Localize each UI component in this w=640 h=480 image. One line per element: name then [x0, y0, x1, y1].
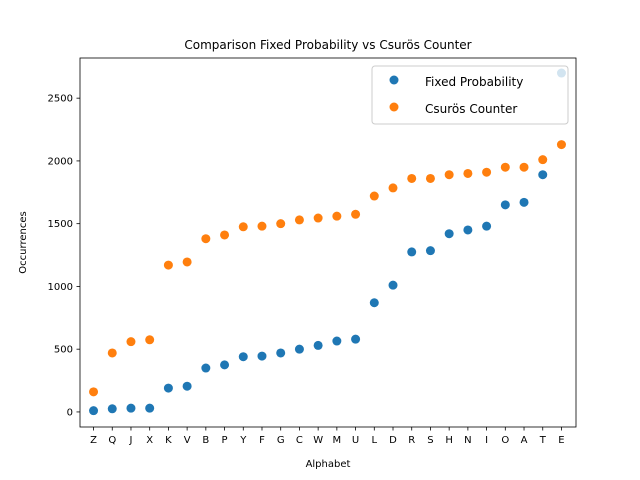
point-fixed-probability-G — [276, 348, 286, 358]
point-fixed-probability-X — [145, 403, 155, 413]
legend-box — [371, 65, 569, 125]
point-fixed-probability-T — [538, 170, 548, 180]
point-csuros-counter-Q — [107, 348, 117, 358]
point-csuros-counter-K — [163, 260, 173, 270]
y-tick-label-500: 500 — [54, 345, 73, 356]
point-csuros-counter-A — [519, 162, 529, 172]
point-fixed-probability-M — [332, 336, 342, 346]
x-tick-label-H: H — [445, 435, 453, 446]
legend: Fixed Probability Csurös Counter — [371, 65, 569, 125]
point-csuros-counter-G — [276, 219, 286, 229]
point-fixed-probability-O — [500, 200, 510, 210]
y-axis: 0 500 1000 1500 2000 2500 — [48, 94, 80, 418]
x-tick-label-I: I — [485, 435, 488, 446]
point-csuros-counter-L — [369, 191, 379, 201]
point-csuros-counter-M — [332, 211, 342, 221]
point-csuros-counter-W — [313, 213, 323, 223]
point-fixed-probability-J — [126, 403, 136, 413]
point-csuros-counter-B — [201, 234, 211, 244]
chart-title: Comparison Fixed Probability vs Csurös C… — [184, 38, 471, 52]
x-tick-label-O: O — [501, 435, 509, 446]
legend-label-fixed-probability: Fixed Probability — [425, 75, 523, 89]
point-fixed-probability-C — [294, 344, 304, 354]
point-csuros-counter-Y — [238, 222, 248, 232]
y-tick-label-0: 0 — [67, 407, 73, 418]
point-csuros-counter-T — [538, 155, 548, 165]
x-tick-label-G: G — [277, 435, 285, 446]
x-tick-label-D: D — [389, 435, 397, 446]
point-csuros-counter-C — [294, 215, 304, 225]
point-csuros-counter-J — [126, 337, 136, 347]
point-fixed-probability-K — [163, 383, 173, 393]
point-csuros-counter-X — [145, 335, 155, 345]
x-tick-label-U: U — [352, 435, 359, 446]
x-tick-label-B: B — [202, 435, 209, 446]
point-fixed-probability-U — [351, 334, 361, 344]
series-csuros-counter — [89, 140, 566, 397]
point-csuros-counter-R — [407, 173, 417, 183]
point-csuros-counter-D — [388, 183, 398, 193]
x-tick-label-M: M — [333, 435, 342, 446]
point-fixed-probability-L — [369, 298, 379, 308]
x-tick-label-V: V — [184, 435, 191, 446]
x-tick-label-P: P — [222, 435, 228, 446]
x-tick-label-C: C — [296, 435, 303, 446]
point-csuros-counter-N — [463, 168, 473, 178]
point-fixed-probability-V — [182, 381, 192, 391]
x-tick-label-K: K — [165, 435, 172, 446]
x-tick-label-F: F — [259, 435, 265, 446]
point-csuros-counter-Z — [89, 387, 99, 397]
point-csuros-counter-U — [351, 209, 361, 219]
point-fixed-probability-A — [519, 197, 529, 207]
x-tick-label-T: T — [539, 435, 547, 446]
point-fixed-probability-N — [463, 225, 473, 235]
point-csuros-counter-H — [444, 170, 454, 180]
x-tick-label-L: L — [372, 435, 378, 446]
point-fixed-probability-R — [407, 247, 417, 257]
point-fixed-probability-F — [257, 351, 267, 361]
plot-frame — [79, 57, 577, 428]
x-axis-label: Alphabet — [306, 459, 351, 470]
point-fixed-probability-H — [444, 229, 454, 239]
legend-marker-csuros-counter — [389, 102, 399, 112]
y-tick-label-2000: 2000 — [48, 156, 73, 167]
legend-marker-fixed-probability — [389, 75, 399, 85]
x-tick-label-E: E — [558, 435, 564, 446]
point-csuros-counter-S — [425, 173, 435, 183]
point-csuros-counter-O — [500, 162, 510, 172]
x-tick-label-Q: Q — [108, 435, 116, 446]
point-fixed-probability-D — [388, 280, 398, 290]
x-tick-label-R: R — [408, 435, 415, 446]
y-tick-label-1500: 1500 — [48, 219, 73, 230]
x-tick-label-N: N — [464, 435, 471, 446]
x-tick-label-X: X — [146, 435, 153, 446]
x-tick-label-S: S — [427, 435, 433, 446]
x-tick-label-Y: Y — [239, 435, 247, 446]
series-fixed-probability — [89, 68, 566, 416]
point-fixed-probability-Q — [107, 404, 117, 414]
point-csuros-counter-E — [556, 140, 566, 150]
point-fixed-probability-I — [482, 221, 492, 231]
point-csuros-counter-F — [257, 221, 267, 231]
point-fixed-probability-Y — [238, 352, 248, 362]
x-tick-label-A: A — [521, 435, 528, 446]
x-tick-label-Z: Z — [90, 435, 97, 446]
point-fixed-probability-S — [425, 246, 435, 256]
point-fixed-probability-Z — [89, 406, 99, 416]
x-tick-label-W: W — [313, 435, 323, 446]
y-tick-label-2500: 2500 — [48, 94, 73, 105]
point-csuros-counter-V — [182, 257, 192, 267]
y-tick-label-1000: 1000 — [48, 282, 73, 293]
point-csuros-counter-P — [220, 230, 230, 240]
point-fixed-probability-P — [220, 360, 230, 370]
point-csuros-counter-I — [482, 167, 492, 177]
plot-area — [89, 68, 566, 416]
x-tick-label-J: J — [128, 435, 132, 446]
point-fixed-probability-B — [201, 363, 211, 373]
y-axis-label: Occurrences — [18, 211, 29, 273]
point-fixed-probability-W — [313, 340, 323, 350]
legend-label-csuros-counter: Csurös Counter — [425, 102, 517, 116]
